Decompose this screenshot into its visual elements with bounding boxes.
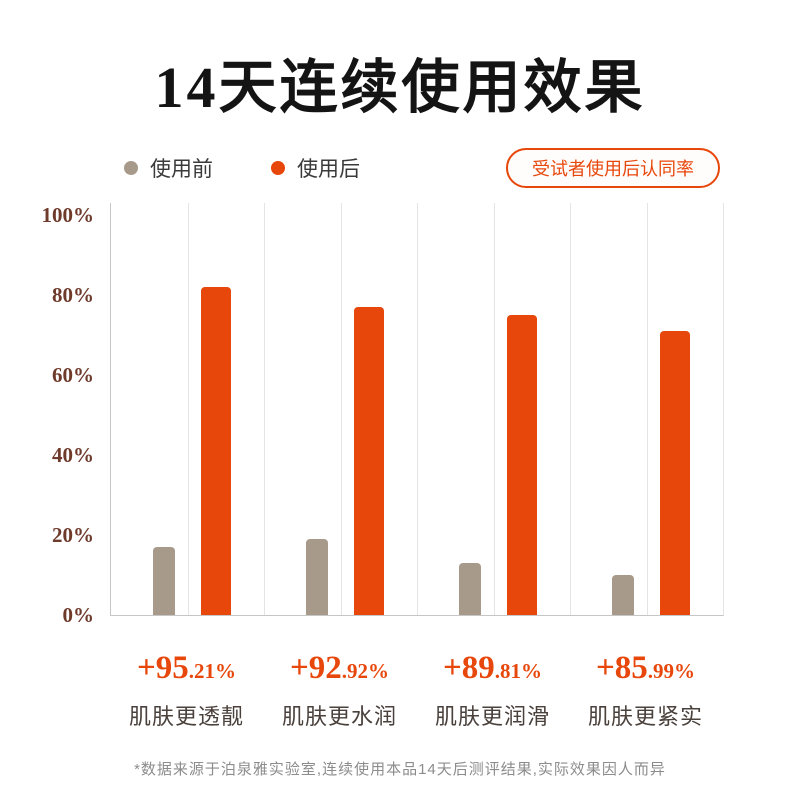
legend-dot-before-icon [124,161,138,175]
category-label: 肌肤更透靓 [128,704,244,729]
gridline [187,203,189,615]
y-tick-label: 20% [52,523,94,547]
y-tick-label: 60% [52,363,94,387]
gridline [264,203,265,615]
group-label-0: +95.21% 肌肤更透靓 [110,650,263,731]
bar-before-2 [458,563,481,615]
improvement-value: +95.21% [110,650,263,689]
legend-label-after: 使用后 [297,158,360,181]
y-axis: 0% 20% 40% 60% 80% 100% [26,203,100,627]
footnote: *数据来源于泊泉雅实验室,连续使用本品14天后测评结果,实际效果因人而异 [134,761,666,778]
gridline [340,203,342,615]
improvement-value: +89.81% [416,650,569,689]
y-tick-label: 80% [52,283,94,307]
improvement-value-main: +95 [136,650,189,686]
improvement-value-sub: .92% [341,659,390,683]
category-label: 肌肤更润滑 [434,704,550,729]
bar-after-1 [353,307,384,615]
page-title: 14天连续使用效果 [154,55,646,120]
plot-area [110,203,724,616]
bar-after-0 [200,287,231,615]
legend-item-after: 使用后 [271,153,360,183]
improvement-value-sub: .21% [188,659,237,683]
improvement-value: +85.99% [569,650,722,689]
group-label-2: +89.81% 肌肤更润滑 [416,650,569,731]
legend-item-before: 使用前 [124,153,213,183]
gridline [646,203,648,615]
gridline [570,203,571,615]
bar-after-3 [659,331,690,615]
improvement-value: +92.92% [263,650,416,689]
improvement-value-main: +85 [595,650,648,686]
improvement-value-main: +89 [442,650,495,686]
gridline [493,203,495,615]
improvement-value-sub: .81% [494,659,543,683]
improvement-value-sub: .99% [647,659,696,683]
improvement-value-main: +92 [289,650,342,686]
y-tick-label: 0% [62,603,95,627]
category-label: 肌肤更水润 [281,704,397,729]
y-tick-label: 40% [52,443,94,467]
group-label-1: +92.92% 肌肤更水润 [263,650,416,731]
gridline [417,203,418,615]
category-label: 肌肤更紧实 [587,704,703,729]
approval-rate-badge: 受试者使用后认同率 [506,148,720,188]
group-labels: +95.21% 肌肤更透靓 +92.92% 肌肤更水润 +89.81% 肌肤更润滑 +85.… [110,650,722,750]
legend-dot-after-icon [271,161,285,175]
legend-label-before: 使用前 [150,158,213,181]
legend: 使用前 使用后 受试者使用后认同率 [124,148,720,188]
bar-before-0 [152,547,175,615]
bar-before-3 [611,575,634,615]
bar-before-1 [305,539,328,615]
bar-after-2 [506,315,537,615]
y-tick-label: 100% [41,203,95,227]
group-label-3: +85.99% 肌肤更紧实 [569,650,722,731]
